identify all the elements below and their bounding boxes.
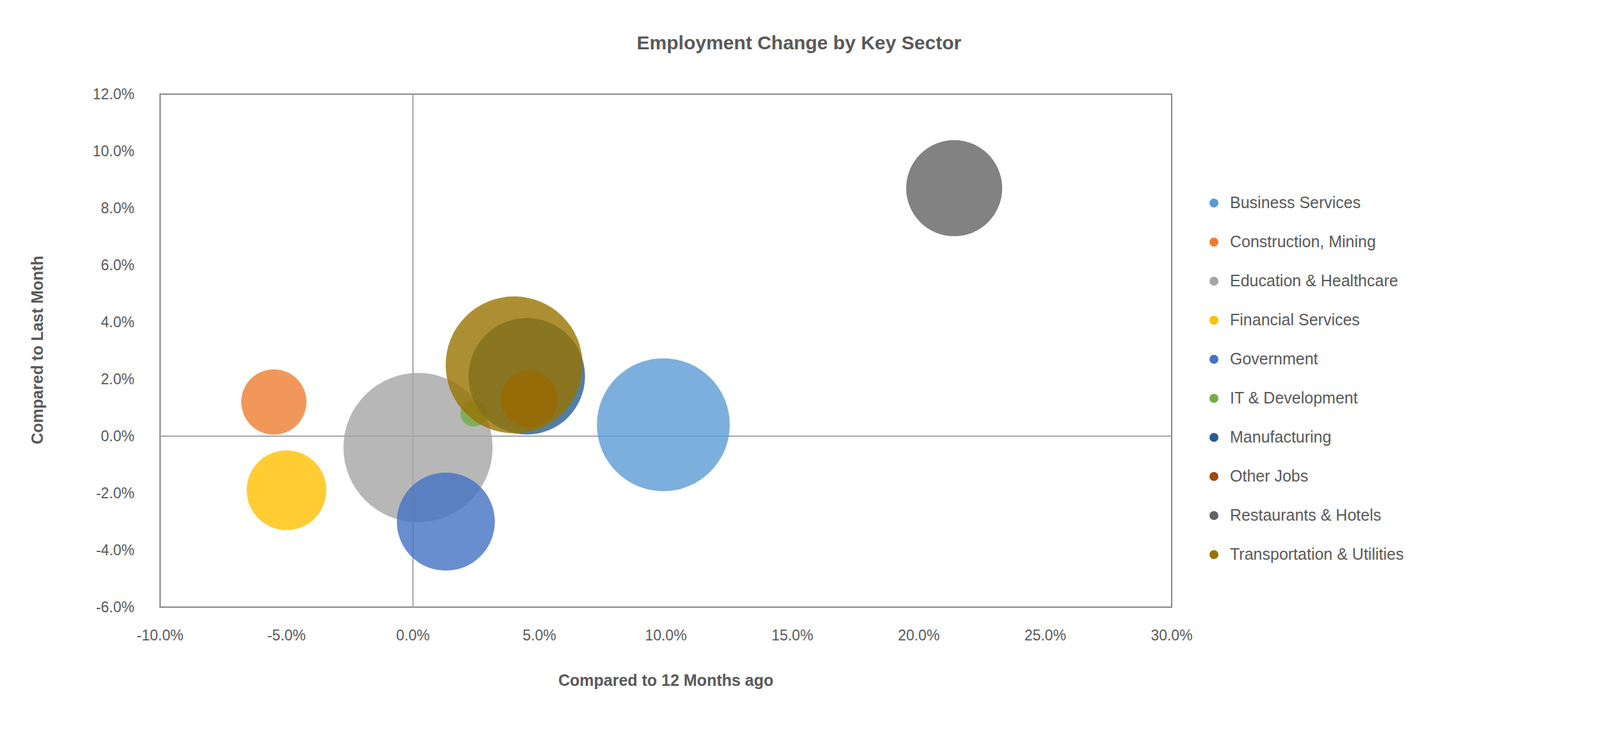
svg-text:5.0%: 5.0% xyxy=(522,626,556,644)
svg-text:-10.0%: -10.0% xyxy=(137,626,184,644)
html-text:Education & Healthcare: Education & Healthcare xyxy=(1229,271,1399,290)
html-text:IT & Development: IT & Development xyxy=(1229,388,1358,407)
svg-text:25.0%: 25.0% xyxy=(1024,626,1067,644)
svg-text:20.0%: 20.0% xyxy=(897,626,940,644)
svg-text:15.0%: 15.0% xyxy=(771,626,814,644)
svg-text:0.0%: 0.0% xyxy=(396,626,430,644)
svg-text:-4.0%: -4.0% xyxy=(96,541,135,559)
svg-text:2.0%: 2.0% xyxy=(101,370,135,388)
svg-text:8.0%: 8.0% xyxy=(101,199,135,217)
svg-text:-6.0%: -6.0% xyxy=(96,598,135,616)
html-text:Compared to 12 Months ago: Compared to 12 Months ago xyxy=(558,670,774,689)
html-text:Construction, Mining: Construction, Mining xyxy=(1229,232,1376,251)
svg-text:10.0%: 10.0% xyxy=(644,626,687,644)
html-text:Manufacturing: Manufacturing xyxy=(1229,427,1332,446)
svg-text:4.0%: 4.0% xyxy=(101,313,135,331)
html-text:Transportation & Utilities: Transportation & Utilities xyxy=(1229,544,1404,563)
html-text:Government: Government xyxy=(1229,349,1319,368)
svg-text:-5.0%: -5.0% xyxy=(266,626,306,644)
html-text:Employment Change by Key Secto: Employment Change by Key Sector xyxy=(636,32,962,54)
html-text:Restaurants & Hotels: Restaurants & Hotels xyxy=(1229,505,1382,524)
html-text:Financial Services: Financial Services xyxy=(1229,310,1360,329)
svg-text:12.0%: 12.0% xyxy=(92,85,135,103)
svg-text:-2.0%: -2.0% xyxy=(96,484,135,502)
svg-text:0.0%: 0.0% xyxy=(101,427,135,445)
svg-text:6.0%: 6.0% xyxy=(101,256,135,274)
svg-text:30.0%: 30.0% xyxy=(1150,626,1193,644)
html-text:Compared to Last Month: Compared to Last Month xyxy=(27,255,46,445)
svg-text:10.0%: 10.0% xyxy=(92,142,135,160)
html-text:Business Services: Business Services xyxy=(1229,193,1361,212)
html-text:Other Jobs: Other Jobs xyxy=(1229,466,1309,485)
